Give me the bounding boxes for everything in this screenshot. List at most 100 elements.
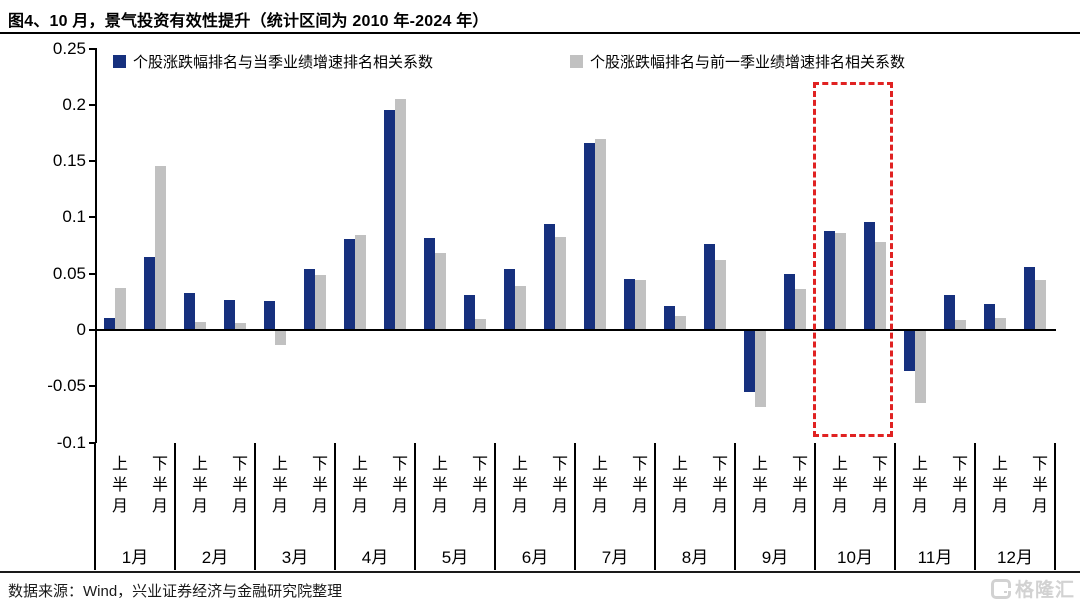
bar-current-quarter bbox=[984, 304, 995, 330]
month-separator bbox=[814, 443, 816, 570]
month-label: 3月 bbox=[281, 548, 309, 567]
half-month-label: 下半月 bbox=[949, 455, 966, 518]
half-month-label: 下半月 bbox=[309, 455, 326, 518]
half-month-label: 下半月 bbox=[869, 455, 886, 518]
month-separator bbox=[334, 443, 336, 570]
month-separator bbox=[574, 443, 576, 570]
bar-current-quarter bbox=[584, 143, 595, 330]
october-highlight-box bbox=[813, 82, 893, 437]
half-month-label: 上半月 bbox=[669, 455, 686, 518]
month-separator bbox=[94, 443, 96, 570]
month-label: 4月 bbox=[361, 548, 389, 567]
bar-current-quarter bbox=[104, 317, 115, 330]
legend-label: 个股涨跌幅排名与前一季业绩增速排名相关系数 bbox=[590, 54, 906, 71]
half-month-label: 上半月 bbox=[109, 455, 126, 518]
legend-swatch-gray bbox=[570, 55, 583, 68]
month-label: 9月 bbox=[761, 548, 789, 567]
x-axis-zero-line bbox=[95, 329, 1056, 331]
bar-current-quarter bbox=[264, 300, 275, 330]
half-month-label: 下半月 bbox=[469, 455, 486, 518]
bar-current-quarter bbox=[144, 256, 155, 330]
gelonghui-watermark: 格隆汇 bbox=[990, 575, 1075, 602]
bar-previous-quarter bbox=[915, 330, 926, 404]
bar-previous-quarter bbox=[555, 236, 566, 330]
bar-current-quarter bbox=[864, 221, 875, 330]
bar-previous-quarter bbox=[875, 242, 886, 330]
bar-previous-quarter bbox=[1035, 280, 1046, 330]
bar-previous-quarter bbox=[675, 316, 686, 330]
legend: 个股涨跌幅排名与当季业绩增速排名相关系数 个股涨跌幅排名与前一季业绩增速排名相关… bbox=[0, 51, 1080, 71]
bar-previous-quarter bbox=[395, 99, 406, 330]
bar-previous-quarter bbox=[715, 260, 726, 330]
bar-current-quarter bbox=[704, 244, 715, 330]
bar-current-quarter bbox=[624, 279, 635, 330]
month-label: 5月 bbox=[441, 548, 469, 567]
half-month-label: 上半月 bbox=[989, 455, 1006, 518]
half-month-label: 上半月 bbox=[589, 455, 606, 518]
half-month-label: 上半月 bbox=[349, 455, 366, 518]
month-label: 12月 bbox=[997, 548, 1033, 567]
half-month-label: 下半月 bbox=[1029, 455, 1046, 518]
month-separator bbox=[734, 443, 736, 570]
y-tick-label: 0.2 bbox=[62, 94, 86, 114]
y-axis bbox=[95, 48, 97, 443]
y-tick-label: 0 bbox=[76, 320, 86, 339]
month-separator bbox=[654, 443, 656, 570]
bar-previous-quarter bbox=[755, 330, 766, 407]
half-month-label: 下半月 bbox=[549, 455, 566, 518]
bar-current-quarter bbox=[184, 292, 195, 330]
bar-previous-quarter bbox=[275, 330, 286, 345]
y-axis-tick bbox=[89, 441, 96, 444]
month-separator bbox=[174, 443, 176, 570]
y-axis-tick bbox=[89, 272, 96, 275]
bar-previous-quarter bbox=[595, 138, 606, 330]
legend-item-previous-quarter: 个股涨跌幅排名与前一季业绩增速排名相关系数 bbox=[570, 51, 905, 72]
bar-current-quarter bbox=[904, 330, 915, 371]
bar-current-quarter bbox=[384, 110, 395, 330]
bar-previous-quarter bbox=[515, 286, 526, 330]
bar-current-quarter bbox=[424, 237, 435, 330]
half-month-label: 上半月 bbox=[749, 455, 766, 518]
bar-current-quarter bbox=[504, 269, 515, 330]
month-label: 10月 bbox=[837, 548, 873, 567]
month-separator bbox=[1054, 443, 1056, 570]
half-month-label: 上半月 bbox=[909, 455, 926, 518]
half-month-label: 上半月 bbox=[509, 455, 526, 518]
month-separator bbox=[974, 443, 976, 570]
legend-item-current-quarter: 个股涨跌幅排名与当季业绩增速排名相关系数 bbox=[113, 51, 433, 72]
y-axis-tick bbox=[89, 385, 96, 388]
data-source: 数据来源：Wind，兴业证券经济与金融研究院整理 bbox=[8, 583, 343, 600]
half-month-label: 上半月 bbox=[829, 455, 846, 518]
y-tick-label: 0.05 bbox=[52, 263, 86, 283]
month-label: 11月 bbox=[917, 548, 953, 567]
y-tick-label: -0.1 bbox=[56, 432, 86, 452]
gelonghui-logo-text: 格隆汇 bbox=[1014, 580, 1075, 601]
half-month-label: 下半月 bbox=[229, 455, 246, 518]
bar-current-quarter bbox=[544, 224, 555, 330]
month-label: 7月 bbox=[601, 548, 629, 567]
month-separator bbox=[254, 443, 256, 570]
half-month-label: 下半月 bbox=[149, 455, 166, 518]
y-axis-tick bbox=[89, 216, 96, 219]
footer-divider bbox=[0, 571, 1080, 573]
month-label: 6月 bbox=[521, 548, 549, 567]
bar-previous-quarter bbox=[115, 288, 126, 330]
y-axis-tick bbox=[89, 160, 96, 163]
bar-previous-quarter bbox=[635, 280, 646, 330]
half-month-label: 上半月 bbox=[429, 455, 446, 518]
bar-previous-quarter bbox=[315, 274, 326, 330]
legend-label: 个股涨跌幅排名与当季业绩增速排名相关系数 bbox=[133, 54, 434, 71]
half-month-label: 下半月 bbox=[629, 455, 646, 518]
half-month-label: 下半月 bbox=[709, 455, 726, 518]
y-axis-tick bbox=[89, 47, 96, 50]
y-axis-tick bbox=[89, 329, 96, 331]
y-tick-label: 0.25 bbox=[52, 38, 86, 58]
month-label: 2月 bbox=[201, 548, 229, 567]
bar-current-quarter bbox=[944, 295, 955, 330]
bar-previous-quarter bbox=[355, 235, 366, 330]
title-divider bbox=[0, 32, 1080, 34]
bar-current-quarter bbox=[1024, 266, 1035, 330]
bar-current-quarter bbox=[304, 269, 315, 330]
bar-previous-quarter bbox=[235, 323, 246, 330]
